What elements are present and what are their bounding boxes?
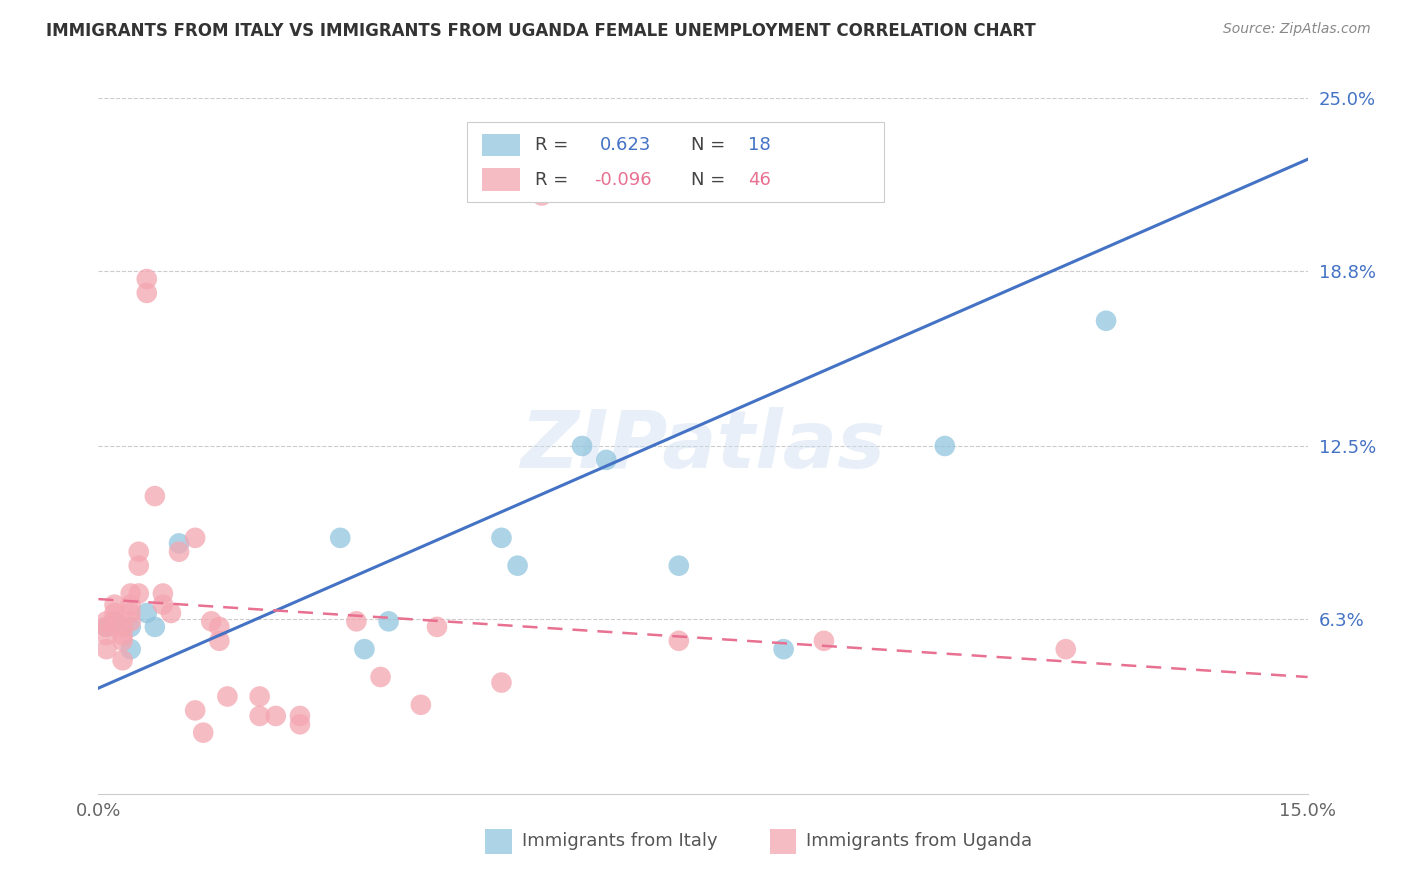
Point — [184, 531, 207, 545]
FancyBboxPatch shape — [467, 122, 884, 202]
Point — [143, 620, 166, 634]
Point — [111, 653, 134, 667]
Text: -0.096: -0.096 — [595, 170, 652, 188]
Point — [772, 642, 794, 657]
Text: Source: ZipAtlas.com: Source: ZipAtlas.com — [1223, 22, 1371, 37]
Point — [370, 670, 392, 684]
Point — [96, 642, 118, 657]
Point — [120, 620, 142, 634]
Point — [120, 598, 142, 612]
Text: R =: R = — [534, 170, 568, 188]
Point — [1054, 642, 1077, 657]
Text: IMMIGRANTS FROM ITALY VS IMMIGRANTS FROM UGANDA FEMALE UNEMPLOYMENT CORRELATION : IMMIGRANTS FROM ITALY VS IMMIGRANTS FROM… — [46, 22, 1036, 40]
Text: N =: N = — [690, 170, 725, 188]
Point — [208, 633, 231, 648]
Point — [288, 709, 311, 723]
Point — [344, 615, 367, 629]
Point — [143, 489, 166, 503]
FancyBboxPatch shape — [485, 829, 512, 854]
Point — [111, 633, 134, 648]
Text: 0.623: 0.623 — [600, 136, 651, 153]
Point — [152, 598, 174, 612]
Point — [120, 586, 142, 600]
Point — [128, 558, 150, 573]
Point — [160, 606, 183, 620]
Point — [96, 615, 118, 629]
Point — [491, 675, 513, 690]
Text: N =: N = — [690, 136, 725, 153]
Point — [135, 272, 157, 286]
Point — [426, 620, 449, 634]
Point — [111, 628, 134, 642]
Point — [96, 620, 118, 634]
Text: 46: 46 — [748, 170, 770, 188]
Point — [96, 628, 118, 642]
Point — [934, 439, 956, 453]
Point — [329, 531, 352, 545]
Text: ZIPatlas: ZIPatlas — [520, 407, 886, 485]
Point — [120, 615, 142, 629]
Point — [409, 698, 432, 712]
Point — [103, 615, 125, 629]
Point — [193, 725, 215, 739]
Point — [264, 709, 287, 723]
Point — [111, 620, 134, 634]
Point — [530, 188, 553, 202]
Point — [128, 586, 150, 600]
Point — [353, 642, 375, 657]
Point — [217, 690, 239, 704]
Point — [96, 620, 118, 634]
Point — [506, 558, 529, 573]
Point — [249, 690, 271, 704]
Point — [249, 709, 271, 723]
Point — [167, 536, 190, 550]
Point — [135, 285, 157, 300]
Text: Immigrants from Italy: Immigrants from Italy — [522, 832, 717, 850]
Point — [491, 531, 513, 545]
Point — [595, 453, 617, 467]
Point — [120, 642, 142, 657]
Point — [135, 606, 157, 620]
Point — [152, 586, 174, 600]
Text: Immigrants from Uganda: Immigrants from Uganda — [806, 832, 1032, 850]
Point — [1095, 314, 1118, 328]
Point — [103, 606, 125, 620]
Point — [103, 598, 125, 612]
Point — [200, 615, 222, 629]
Point — [184, 703, 207, 717]
Point — [288, 717, 311, 731]
Point — [208, 620, 231, 634]
Text: 18: 18 — [748, 136, 770, 153]
FancyBboxPatch shape — [769, 829, 796, 854]
Point — [167, 545, 190, 559]
Point — [813, 633, 835, 648]
Point — [571, 439, 593, 453]
Point — [668, 558, 690, 573]
Text: R =: R = — [534, 136, 568, 153]
FancyBboxPatch shape — [482, 169, 520, 191]
Point — [668, 633, 690, 648]
Point — [128, 545, 150, 559]
FancyBboxPatch shape — [482, 134, 520, 156]
Point — [120, 606, 142, 620]
Point — [103, 615, 125, 629]
Point — [377, 615, 399, 629]
